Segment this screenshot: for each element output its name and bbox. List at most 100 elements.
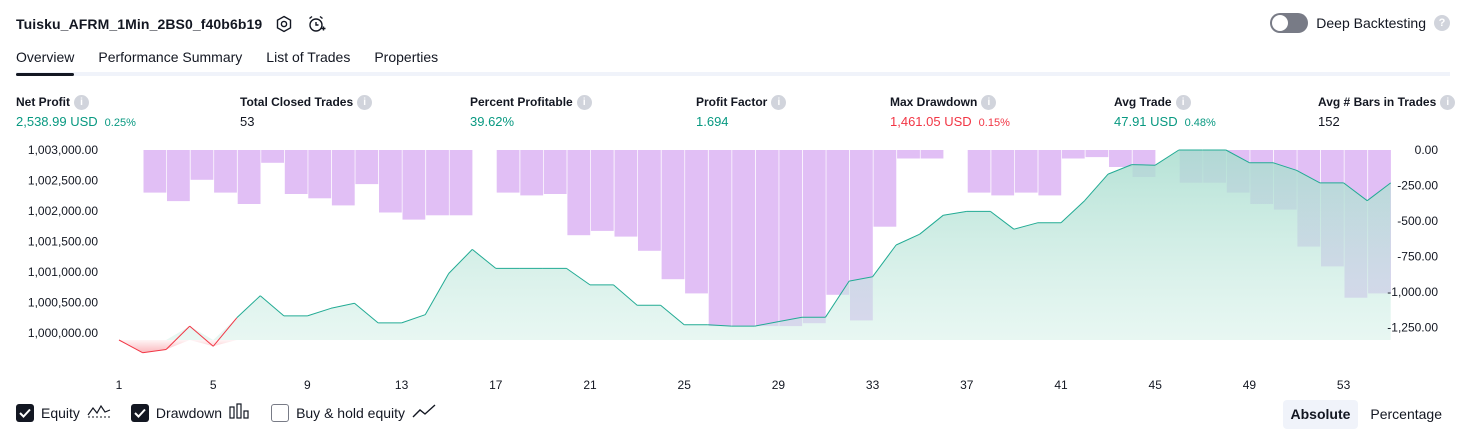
equity-line-icon xyxy=(87,403,111,422)
drawdown-bar xyxy=(779,150,803,327)
equity-line-segment xyxy=(259,295,285,317)
drawdown-bar xyxy=(1085,150,1109,158)
equity-line-segment xyxy=(1343,182,1368,202)
drawdown-bar xyxy=(402,150,426,220)
deep-backtesting-toggle[interactable] xyxy=(1270,13,1309,33)
buy-hold-checkbox[interactable] xyxy=(271,403,290,422)
legend-equity[interactable]: Equity xyxy=(16,403,111,422)
x-axis-tick-label: 37 xyxy=(960,378,974,392)
equity-area xyxy=(118,149,1392,354)
info-icon[interactable]: i xyxy=(771,94,787,110)
metric-label: Net Profit xyxy=(16,95,70,109)
drawdown-bar xyxy=(496,150,520,193)
drawdown-bar xyxy=(1109,150,1132,167)
equity-line-segment xyxy=(849,276,873,282)
drawdown-bar xyxy=(873,150,897,227)
x-axis-tick-label: 25 xyxy=(678,378,692,392)
equity-checkbox[interactable] xyxy=(16,403,34,422)
info-icon[interactable]: i xyxy=(357,94,373,110)
equity-line-segment xyxy=(943,210,967,216)
drawdown-bar xyxy=(237,150,261,204)
equity-line-segment xyxy=(660,304,685,326)
equity-line-segment xyxy=(613,284,638,306)
tab-properties[interactable]: Properties xyxy=(374,49,439,65)
drawdown-bar xyxy=(261,150,284,163)
drawdown-checkbox[interactable] xyxy=(130,403,149,422)
percentage-button[interactable]: Percentage xyxy=(1370,406,1442,422)
x-axis-tick-label: 41 xyxy=(1054,378,1068,392)
equity-line-segment xyxy=(1366,182,1392,202)
drawdown-bar xyxy=(543,150,567,194)
equity-line-segment xyxy=(448,249,473,274)
metric-percent: 0.48% xyxy=(1184,117,1216,129)
equity-line-segment xyxy=(919,214,944,235)
x-axis-tick-label: 29 xyxy=(772,378,786,392)
equity-line-segment xyxy=(825,280,850,318)
drawdown-bar xyxy=(614,150,638,237)
drawdown-bar xyxy=(708,150,732,327)
drawdown-bar xyxy=(967,150,991,193)
equity-line-segment xyxy=(1131,164,1156,166)
metric-label: Avg Trade xyxy=(1114,95,1172,109)
legend-drawdown[interactable]: Drawdown xyxy=(130,403,251,422)
metric-value: 53 xyxy=(240,114,255,129)
settings-icon[interactable] xyxy=(274,14,294,34)
metric-label: Profit Factor xyxy=(696,95,768,109)
metric-value: 152 xyxy=(1318,114,1340,129)
info-icon[interactable]: i xyxy=(74,94,89,110)
info-icon[interactable]: i xyxy=(1440,94,1456,110)
equity-area-fill xyxy=(119,150,1391,340)
equity-line-segment xyxy=(118,339,143,354)
equity-line-segment xyxy=(354,302,379,324)
drawdown-bar xyxy=(920,150,944,159)
report-tabs: Overview Performance Summary List of Tra… xyxy=(16,44,1450,76)
metric-value: 47.91 USD xyxy=(1114,114,1178,129)
x-axis-tick-label: 53 xyxy=(1337,378,1351,392)
legend-buy-hold[interactable]: Buy & hold equity xyxy=(271,403,436,422)
equity-line-segment xyxy=(1296,169,1321,184)
left-axis-tick-label: 1,002,000.00 xyxy=(28,204,98,218)
drawdown-bar xyxy=(661,150,685,280)
help-icon[interactable]: ? xyxy=(1434,15,1450,31)
metric-total-closed-trades: Total Closed Trades i 53 xyxy=(240,94,373,130)
drawdown-bar xyxy=(449,150,473,216)
drawdown-bar xyxy=(755,150,779,327)
equity-line-segment xyxy=(424,273,450,315)
info-icon[interactable]: i xyxy=(1175,94,1191,110)
toggle-knob xyxy=(1272,15,1289,31)
tab-performance-summary[interactable]: Performance Summary xyxy=(98,49,243,65)
x-axis-tick-label: 21 xyxy=(583,378,597,392)
equity-line-segment xyxy=(212,317,238,347)
equity-line-segment xyxy=(471,249,497,269)
add-alert-icon[interactable] xyxy=(306,14,326,34)
metric-net-profit: Net Profit i 2,538.99 USD 0.25% xyxy=(16,94,136,130)
equity-line-segment xyxy=(1084,173,1109,202)
equity-line-segment xyxy=(566,267,591,286)
left-axis-tick-label: 1,003,000.00 xyxy=(28,143,98,157)
x-axis-tick-label: 17 xyxy=(489,378,503,392)
tab-list-of-trades[interactable]: List of Trades xyxy=(266,49,351,65)
right-axis-tick-label: -250.00 xyxy=(1397,179,1438,193)
equity-line-segment xyxy=(401,314,426,324)
metric-label: Max Drawdown xyxy=(890,95,978,109)
info-icon[interactable]: i xyxy=(576,94,592,110)
absolute-button[interactable]: Absolute xyxy=(1282,400,1359,429)
tab-overview[interactable]: Overview xyxy=(16,44,75,76)
equity-line-segment xyxy=(1107,164,1132,175)
deep-backtesting-control: Deep Backtesting ? xyxy=(1270,13,1450,33)
right-axis-tick-label: 0.00 xyxy=(1415,143,1439,157)
equity-line-segment xyxy=(142,349,167,354)
left-axis-tick-label: 1,002,500.00 xyxy=(28,174,98,188)
info-icon[interactable]: i xyxy=(981,94,997,110)
equity-drawdown-chart[interactable]: 1,003,000.00 1,002,500.00 1,002,000.00 1,00… xyxy=(0,140,1466,396)
drawdown-bar xyxy=(331,150,355,206)
chart-legend: Equity Drawdown Buy & hold equity xyxy=(16,403,436,422)
left-axis-tick-label: 1,001,500.00 xyxy=(28,235,98,249)
metric-percent-profitable: Percent Profitable i 39.62% xyxy=(470,94,592,130)
left-axis: 1,003,000.00 1,002,500.00 1,002,000.00 1,00… xyxy=(28,143,98,340)
metric-label: Total Closed Trades xyxy=(240,95,354,109)
drawdown-bar xyxy=(1061,150,1085,159)
x-axis-tick-label: 5 xyxy=(210,378,217,392)
drawdown-bar xyxy=(732,150,755,327)
drawdown-bar xyxy=(284,150,308,194)
